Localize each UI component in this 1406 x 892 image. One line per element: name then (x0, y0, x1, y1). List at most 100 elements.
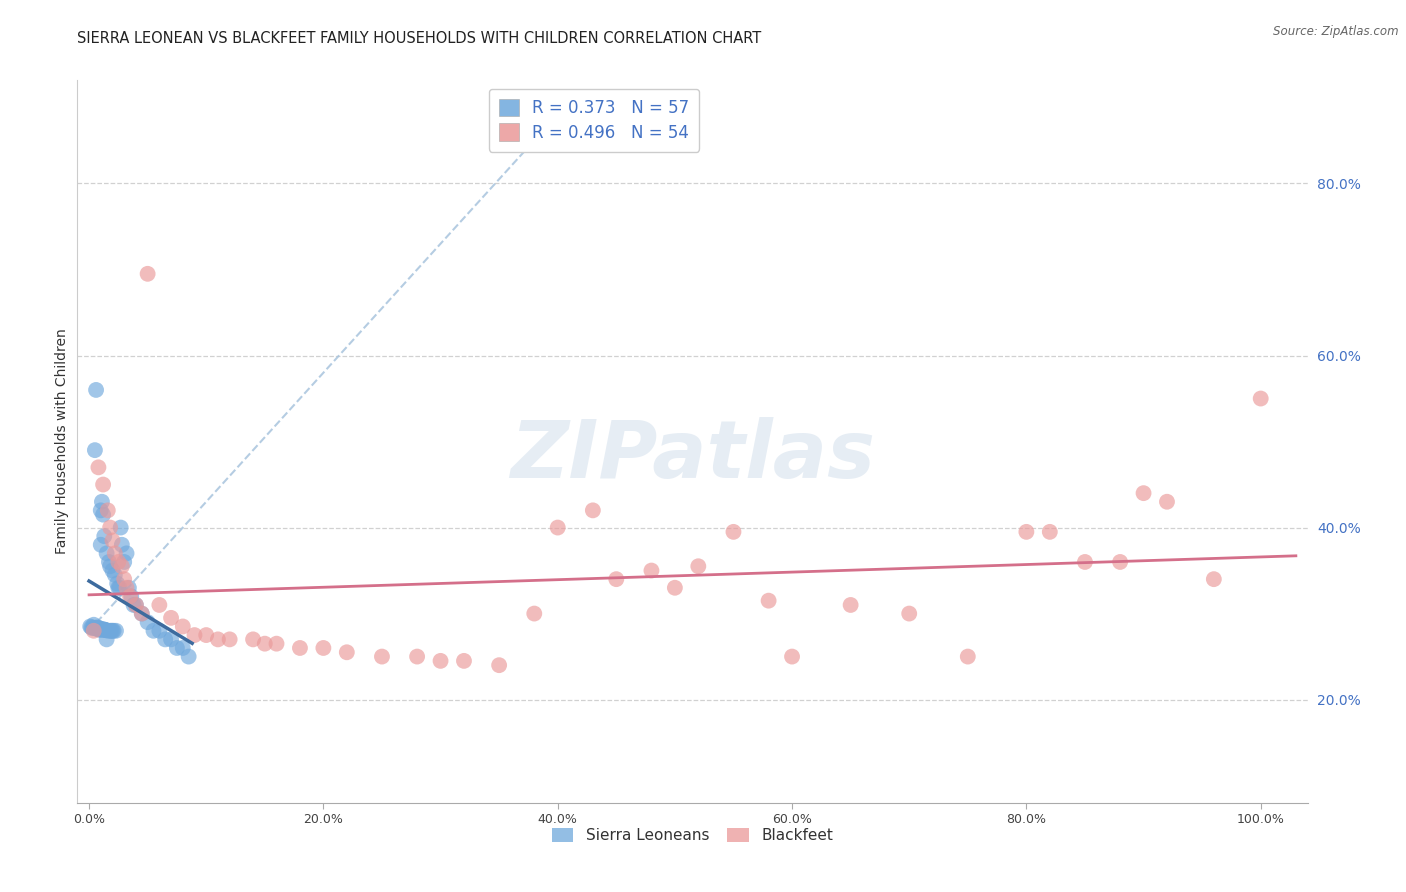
Point (207, 632, 229, 647)
Point (97, 624, 120, 638)
Point (172, 640, 194, 655)
Point (110, 520, 132, 534)
Point (90, 538, 112, 552)
Point (120, 590, 142, 604)
Point (90, 503, 112, 517)
Point (98, 559, 121, 574)
Point (218, 632, 240, 647)
Point (118, 581, 141, 595)
Point (242, 632, 264, 647)
Text: SIERRA LEONEAN VS BLACKFEET FAMILY HOUSEHOLDS WITH CHILDREN CORRELATION CHART: SIERRA LEONEAN VS BLACKFEET FAMILY HOUSE… (77, 31, 762, 46)
Point (107, 555, 129, 569)
Point (105, 576, 128, 591)
Point (105, 624, 127, 638)
Point (956, 649, 979, 664)
Point (89, 623, 111, 637)
Point (87, 460, 110, 475)
Point (1109, 555, 1132, 569)
Point (160, 611, 183, 625)
Point (131, 607, 153, 621)
Point (288, 640, 311, 655)
Point (723, 524, 745, 539)
Point (98, 520, 121, 534)
Point (94, 623, 117, 637)
Point (86, 620, 108, 634)
Point (111, 538, 134, 552)
Point (839, 598, 862, 612)
Point (582, 503, 605, 517)
Point (166, 640, 188, 655)
Point (136, 615, 159, 630)
Point (488, 658, 510, 673)
Point (1039, 524, 1062, 539)
Point (90, 623, 114, 637)
Point (112, 572, 135, 586)
Point (104, 567, 127, 582)
Point (172, 619, 194, 633)
Point (91, 477, 114, 491)
Point (98, 555, 120, 569)
Point (160, 632, 183, 647)
Point (101, 533, 124, 548)
Legend: Sierra Leoneans, Blackfeet: Sierra Leoneans, Blackfeet (546, 822, 839, 849)
Point (103, 624, 125, 638)
Point (1074, 555, 1097, 569)
Text: Source: ZipAtlas.com: Source: ZipAtlas.com (1274, 25, 1399, 38)
Point (115, 581, 138, 595)
Point (406, 649, 429, 664)
Point (87, 621, 110, 635)
Point (96, 546, 118, 560)
Point (125, 598, 148, 612)
Point (148, 598, 170, 612)
Point (90, 622, 112, 636)
Point (758, 593, 780, 607)
Point (120, 590, 141, 604)
Point (80, 620, 103, 634)
Point (131, 607, 153, 621)
Point (107, 581, 129, 595)
Point (87, 622, 110, 636)
Point (523, 607, 546, 621)
Point (96, 632, 118, 647)
Point (111, 559, 134, 574)
Point (136, 267, 159, 281)
Point (84, 621, 107, 635)
Point (91, 508, 114, 522)
Point (453, 654, 475, 668)
Point (547, 520, 569, 534)
Point (336, 645, 359, 659)
Point (89, 621, 111, 635)
Point (115, 546, 138, 560)
Point (688, 559, 710, 574)
Point (100, 624, 122, 638)
Point (98, 624, 121, 638)
Point (108, 581, 131, 595)
Point (125, 598, 148, 612)
Point (253, 637, 276, 651)
Point (91, 622, 114, 636)
Point (90, 494, 114, 508)
Point (101, 624, 124, 638)
Y-axis label: Family Households with Children: Family Households with Children (55, 328, 69, 555)
Point (780, 649, 803, 664)
Point (1132, 486, 1154, 500)
Point (183, 628, 205, 642)
Point (83, 624, 105, 638)
Point (155, 632, 177, 647)
Point (93, 529, 115, 543)
Point (104, 546, 127, 560)
Point (93, 623, 115, 637)
Point (605, 572, 627, 586)
Point (195, 628, 218, 642)
Point (1015, 524, 1038, 539)
Point (83, 617, 105, 632)
Point (122, 598, 145, 612)
Point (312, 640, 335, 655)
Point (94, 623, 117, 637)
Point (664, 581, 686, 595)
Point (429, 654, 451, 668)
Point (898, 607, 921, 621)
Point (1156, 494, 1178, 508)
Point (97, 503, 120, 517)
Point (84, 443, 107, 458)
